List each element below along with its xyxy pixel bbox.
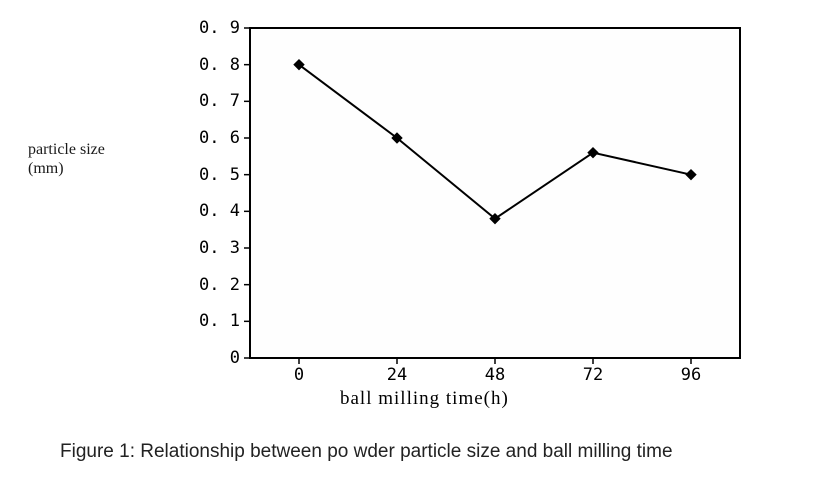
x-tick-label: 24 bbox=[387, 365, 407, 385]
y-axis-label-line1: particle size bbox=[28, 140, 105, 159]
x-axis-label: ball milling time(h) bbox=[340, 388, 509, 410]
y-tick-label: 0. 9 bbox=[199, 18, 240, 38]
y-tick-label: 0. 4 bbox=[199, 201, 240, 221]
x-tick-label: 48 bbox=[485, 365, 505, 385]
y-tick-label: 0 bbox=[230, 348, 240, 368]
x-tick-label: 72 bbox=[583, 365, 603, 385]
y-tick-label: 0. 1 bbox=[199, 311, 240, 331]
y-axis-label-line2: (mm) bbox=[28, 159, 105, 178]
plot-background bbox=[250, 28, 740, 358]
x-tick-label: 96 bbox=[681, 365, 701, 385]
figure-caption: Figure 1: Relationship between po wder p… bbox=[60, 440, 780, 464]
chart-svg bbox=[250, 28, 740, 358]
y-tick-label: 0. 6 bbox=[199, 128, 240, 148]
y-tick-label: 0. 5 bbox=[199, 165, 240, 185]
y-tick-label: 0. 2 bbox=[199, 275, 240, 295]
y-tick-label: 0. 7 bbox=[199, 91, 240, 111]
x-tick-label: 0 bbox=[294, 365, 304, 385]
y-tick-label: 0. 8 bbox=[199, 55, 240, 75]
y-axis-label: particle size (mm) bbox=[28, 140, 105, 178]
plot-area bbox=[250, 28, 740, 358]
y-tick-label: 0. 3 bbox=[199, 238, 240, 258]
